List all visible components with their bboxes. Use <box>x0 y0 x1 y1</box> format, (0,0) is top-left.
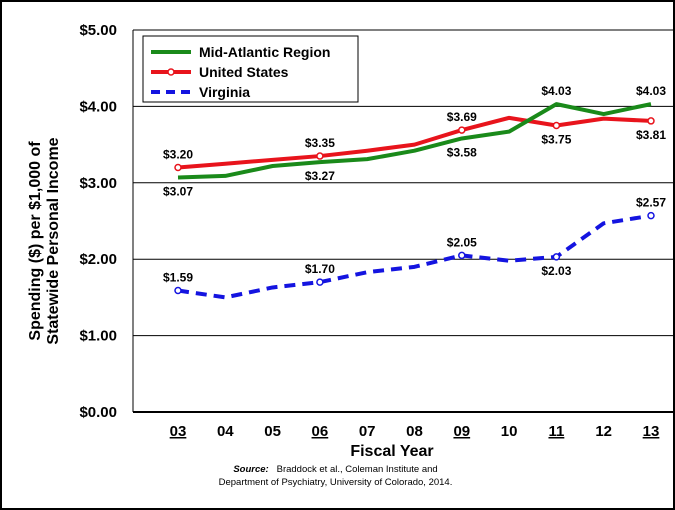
legend-marker <box>167 68 175 76</box>
data-label: $3.07 <box>163 184 193 198</box>
data-label: $3.75 <box>541 133 571 147</box>
legend-label: Mid-Atlantic Region <box>199 44 330 60</box>
data-point-marker <box>316 152 324 160</box>
source-label: Source: <box>233 464 269 475</box>
series-line <box>177 115 652 170</box>
data-point-marker <box>458 251 466 260</box>
data-point-marker <box>552 253 561 261</box>
series-lines <box>174 102 655 300</box>
x-tick-label: 04 <box>217 423 234 440</box>
data-label: $2.05 <box>447 235 477 249</box>
y-tick-label: $1.00 <box>79 328 117 345</box>
data-label: $3.81 <box>636 128 666 142</box>
gridlines <box>132 29 675 413</box>
legend-box <box>142 35 359 103</box>
data-point-marker <box>647 211 655 220</box>
data-point-marker <box>458 126 466 134</box>
data-labels: $1.59 $1.70 $2.05 $2.03 $2.57 $3.20 $3.35 $3.69… <box>163 84 666 284</box>
data-point-marker <box>316 278 324 286</box>
legend: Mid-Atlantic Region United States Virginia <box>142 35 359 103</box>
y-tick-label: $2.00 <box>79 251 117 268</box>
x-tick-label: 07 <box>359 423 376 440</box>
data-label: $3.35 <box>305 136 335 150</box>
legend-label: Virginia <box>199 84 250 100</box>
line-chart: $0.00$1.00$2.00$3.00$4.00$5.00 03 04 05 06 0… <box>27 22 675 460</box>
x-tick-label: 06 <box>312 423 329 440</box>
data-label: $4.03 <box>541 84 571 98</box>
x-tick-label: 03 <box>170 423 187 440</box>
data-label: $1.59 <box>163 271 193 285</box>
y-tick-label: $5.00 <box>79 22 117 39</box>
series-line <box>177 213 652 300</box>
x-tick-label: 12 <box>595 423 612 440</box>
data-label: $3.58 <box>447 145 477 159</box>
data-label: $4.03 <box>636 84 666 98</box>
data-point-marker <box>552 121 561 130</box>
data-label: $3.69 <box>447 110 477 124</box>
x-tick-label: 05 <box>264 423 281 440</box>
data-point-marker <box>174 163 182 172</box>
x-tick-labels: 03 04 05 06 07 08 09 10 11 12 13 <box>170 423 660 440</box>
data-label: $2.57 <box>636 196 666 210</box>
x-tick-label: 10 <box>501 423 518 440</box>
series-line <box>177 102 652 180</box>
y-tick-label: $4.00 <box>79 98 117 115</box>
x-tick-label: 11 <box>548 423 564 440</box>
y-axis-title-line-2: Statewide Personal Income <box>45 137 62 344</box>
data-label: $1.70 <box>305 262 335 276</box>
data-point-marker <box>647 117 655 125</box>
x-tick-label: 09 <box>453 423 470 440</box>
x-axis-title: Fiscal Year <box>350 443 433 460</box>
y-tick-label: $3.00 <box>79 175 117 192</box>
legend-label: United States <box>199 64 289 80</box>
x-tick-label: 13 <box>643 423 660 440</box>
y-tick-labels: $0.00 $1.00 $2.00 $3.00 $4.00 $5.00 <box>79 22 117 421</box>
x-tick-label: 08 <box>406 423 423 440</box>
data-label: $3.20 <box>163 148 193 162</box>
source-text-2: Department of Psychiatry, University of … <box>218 477 453 488</box>
data-label: $2.03 <box>541 264 571 278</box>
source-note: Source: Braddock et al., Coleman Institu… <box>0 463 671 489</box>
data-label: $3.27 <box>305 169 335 183</box>
data-point-marker <box>174 286 182 295</box>
source-text-1: Braddock et al., Coleman Institute and <box>276 464 438 475</box>
y-axis-title-line-1: Spending ($) per $1,000 of <box>27 141 44 341</box>
y-tick-label: $0.00 <box>79 404 117 421</box>
